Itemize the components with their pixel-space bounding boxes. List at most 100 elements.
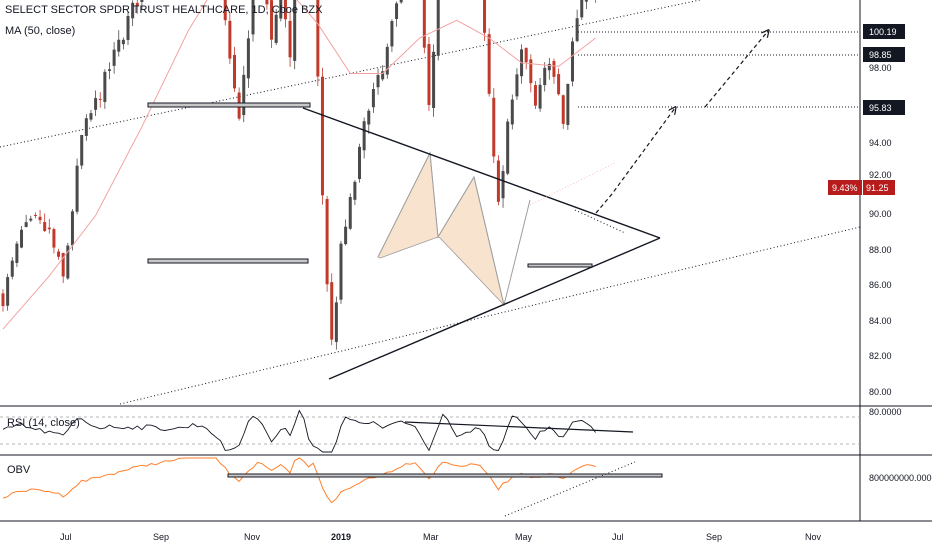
rsi-divergence-line[interactable] — [404, 421, 634, 433]
candle-up[interactable] — [339, 243, 343, 300]
candle-down[interactable] — [228, 20, 232, 59]
candle-up[interactable] — [385, 46, 389, 75]
candle-down[interactable] — [483, 0, 487, 33]
candle-down[interactable] — [33, 215, 37, 217]
candle-up[interactable] — [80, 135, 84, 166]
rsi-label[interactable]: RSI (14, close) — [7, 417, 80, 429]
candle-down[interactable] — [325, 199, 329, 285]
harmonic-pattern-legs[interactable] — [377, 151, 531, 306]
candle-up[interactable] — [131, 2, 135, 19]
obv-pane[interactable]: 800000000.0000 — [2, 457, 932, 517]
candle-up[interactable] — [371, 89, 375, 108]
candle-up[interactable] — [501, 171, 505, 199]
candle-up[interactable] — [242, 74, 246, 116]
candle-down[interactable] — [422, 0, 426, 48]
candle-up[interactable] — [274, 14, 278, 43]
candle-up[interactable] — [566, 83, 570, 125]
candle-down[interactable] — [38, 216, 42, 221]
candle-down[interactable] — [288, 20, 292, 58]
candle-up[interactable] — [107, 69, 111, 71]
candle-up[interactable] — [334, 302, 338, 342]
candle-down[interactable] — [330, 282, 334, 340]
candle-down[interactable] — [561, 95, 565, 124]
triangle-upper-line[interactable] — [302, 107, 661, 239]
candle-up[interactable] — [353, 181, 357, 200]
candle-up[interactable] — [506, 121, 510, 174]
candle-up[interactable] — [24, 222, 28, 228]
obv-line[interactable] — [2, 457, 596, 504]
candle-up[interactable] — [20, 229, 24, 248]
candle-up[interactable] — [399, 0, 403, 3]
candle-down[interactable] — [492, 97, 496, 157]
candle-up[interactable] — [538, 84, 542, 109]
candle-down[interactable] — [43, 221, 47, 231]
candle-down[interactable] — [57, 251, 61, 257]
candle-down[interactable] — [427, 44, 431, 105]
obv-resistance-zone[interactable] — [227, 473, 663, 478]
candle-up[interactable] — [10, 260, 14, 277]
triangle-lower-line[interactable] — [328, 237, 661, 380]
channel-lower-line[interactable] — [119, 226, 861, 405]
candle-up[interactable] — [279, 0, 283, 19]
candle-up[interactable] — [246, 38, 250, 79]
candle-up[interactable] — [367, 110, 371, 125]
candle-up[interactable] — [15, 243, 19, 263]
support-zone-right[interactable] — [527, 263, 593, 268]
candle-down[interactable] — [265, 0, 269, 5]
candle-up[interactable] — [251, 0, 255, 35]
candle-up[interactable] — [89, 113, 93, 120]
candle-up[interactable] — [75, 165, 79, 212]
candle-up[interactable] — [358, 146, 362, 180]
time-axis[interactable]: Jul Sep Nov 2019 Mar May Jul Sep Nov — [60, 532, 822, 542]
candle-up[interactable] — [362, 121, 366, 151]
candle-up[interactable] — [547, 63, 551, 71]
ma-legend[interactable]: MA (50, close) — [5, 25, 76, 37]
candle-up[interactable] — [121, 39, 125, 45]
candle-up[interactable] — [84, 118, 88, 136]
candle-down[interactable] — [233, 54, 236, 89]
candle-down[interactable] — [557, 74, 561, 95]
support-zone-left[interactable] — [147, 258, 309, 264]
candle-up[interactable] — [344, 226, 348, 245]
candle-up[interactable] — [510, 99, 514, 125]
candle-down[interactable] — [524, 47, 528, 63]
candle-up[interactable] — [126, 15, 130, 40]
candle-up[interactable] — [94, 98, 98, 110]
obv-trend-line[interactable] — [504, 461, 636, 517]
candle-down[interactable] — [552, 61, 556, 77]
candle-up[interactable] — [140, 0, 144, 2]
projection-arrow-1[interactable] — [595, 108, 675, 214]
candle-up[interactable] — [575, 18, 579, 42]
candle-down[interactable] — [533, 85, 537, 106]
candle-up[interactable] — [390, 21, 394, 47]
resistance-zone-top[interactable] — [147, 102, 311, 108]
rsi-line[interactable] — [2, 409, 596, 453]
rsi-pane[interactable]: 80.0000 — [0, 407, 902, 453]
obv-label[interactable]: OBV — [7, 464, 31, 476]
candle-up[interactable] — [381, 71, 385, 80]
candle-down[interactable] — [52, 229, 56, 248]
candle-down[interactable] — [316, 0, 320, 77]
candle-up[interactable] — [584, 0, 588, 2]
candle-up[interactable] — [376, 75, 380, 88]
projection-arrow-2[interactable] — [704, 31, 768, 108]
candle-down[interactable] — [1, 293, 5, 307]
candle-down[interactable] — [98, 98, 102, 100]
candle-down[interactable] — [61, 252, 65, 277]
candle-up[interactable] — [348, 197, 352, 229]
candle-down[interactable] — [270, 0, 274, 40]
trend-helper-line[interactable] — [529, 162, 616, 206]
candle-up[interactable] — [103, 71, 107, 102]
candle-up[interactable] — [580, 0, 584, 18]
candle-up[interactable] — [293, 0, 297, 61]
candle-up[interactable] — [570, 41, 574, 82]
candle-down[interactable] — [496, 160, 500, 202]
candle-down[interactable] — [487, 34, 491, 94]
candle-up[interactable] — [515, 74, 519, 97]
candle-up[interactable] — [112, 49, 116, 66]
candle-up[interactable] — [29, 218, 33, 221]
candle-down[interactable] — [223, 0, 227, 21]
candle-down[interactable] — [135, 2, 139, 6]
candle-up[interactable] — [6, 277, 10, 306]
